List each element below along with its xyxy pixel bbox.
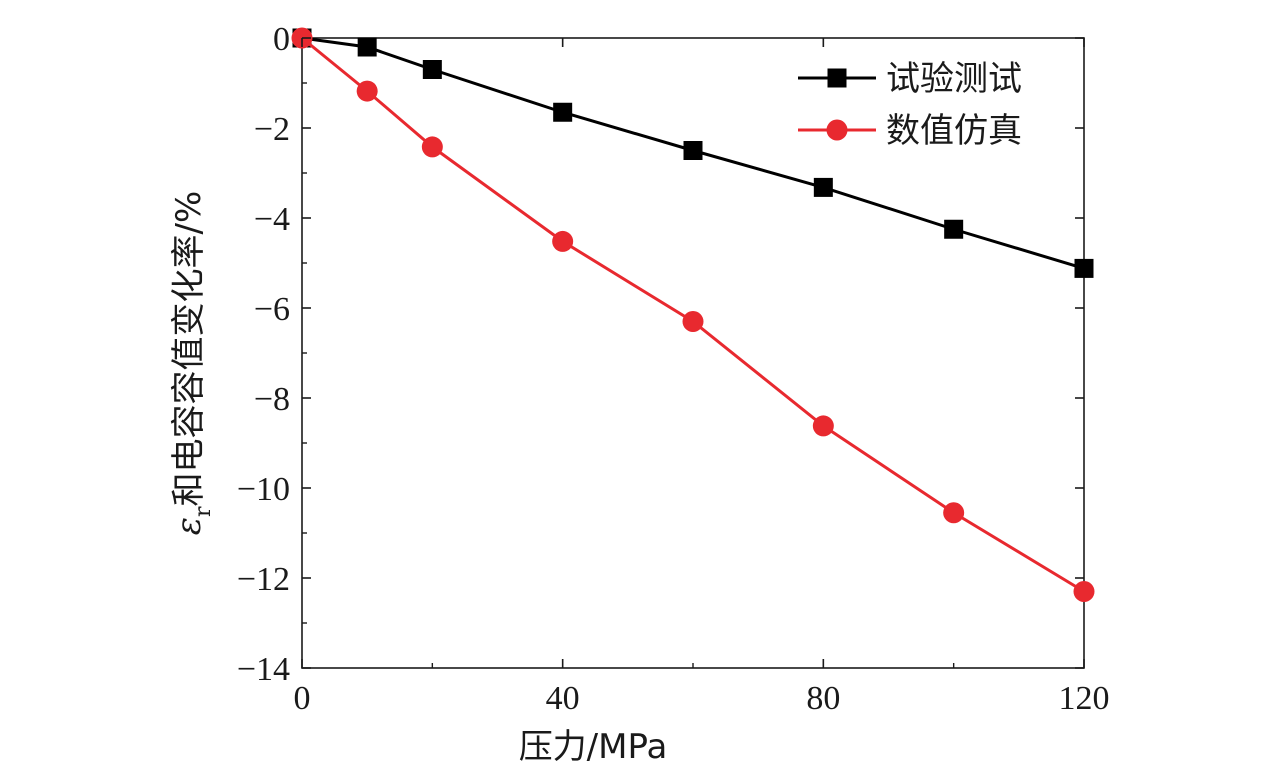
y-axis-subscript: r	[191, 506, 216, 517]
y-tick-label: −12	[237, 561, 290, 598]
y-tick-label: −4	[254, 201, 290, 238]
data-point	[356, 80, 378, 102]
data-point	[1073, 581, 1095, 602]
x-tick-label: 0	[294, 680, 311, 717]
y-tick-label: −10	[237, 471, 290, 508]
data-point	[552, 230, 574, 252]
data-point	[812, 415, 834, 437]
x-tick-label: 80	[806, 680, 840, 717]
y-tick-label: −14	[237, 651, 290, 688]
data-point	[1074, 258, 1094, 278]
y-axis-text: 和电容容值变化率/%	[169, 191, 209, 507]
data-point	[813, 177, 833, 197]
data-point	[943, 502, 965, 524]
data-point	[357, 37, 377, 57]
x-axis-title: 压力/MPa	[519, 727, 668, 767]
data-point	[683, 141, 703, 160]
legend-marker	[826, 119, 848, 141]
legend-item: 数值仿真	[798, 111, 1022, 151]
y-tick-label: −2	[254, 111, 290, 148]
series-line	[301, 36, 1085, 270]
series-2	[291, 27, 1095, 602]
series-line	[301, 36, 1085, 593]
data-point	[422, 60, 442, 79]
x-tick-label: 120	[1059, 680, 1110, 717]
y-tick-label: 0	[273, 21, 290, 58]
axes-layer: 0 40 80 120 0 −2 −4 −6 −8 −10 −12 −14 压力/MPa εr和电容容值变…	[169, 21, 1110, 767]
legend-item: 试验测试	[798, 59, 1022, 99]
y-tick-label: −8	[254, 381, 290, 418]
x-tick-label: 40	[546, 680, 580, 717]
data-point	[944, 219, 964, 239]
legend-label: 数值仿真	[886, 111, 1022, 151]
y-axis-symbol: ε	[169, 517, 209, 535]
y-axis-title: εr和电容容值变化率/%	[169, 191, 216, 536]
data-point	[421, 136, 443, 158]
y-tick-label: −6	[254, 291, 290, 328]
data-point	[682, 311, 704, 332]
series-1	[292, 28, 1094, 278]
legend-marker	[827, 68, 847, 88]
data-point	[553, 102, 573, 122]
series-layer	[291, 27, 1095, 602]
legend-label: 试验测试	[886, 59, 1022, 99]
